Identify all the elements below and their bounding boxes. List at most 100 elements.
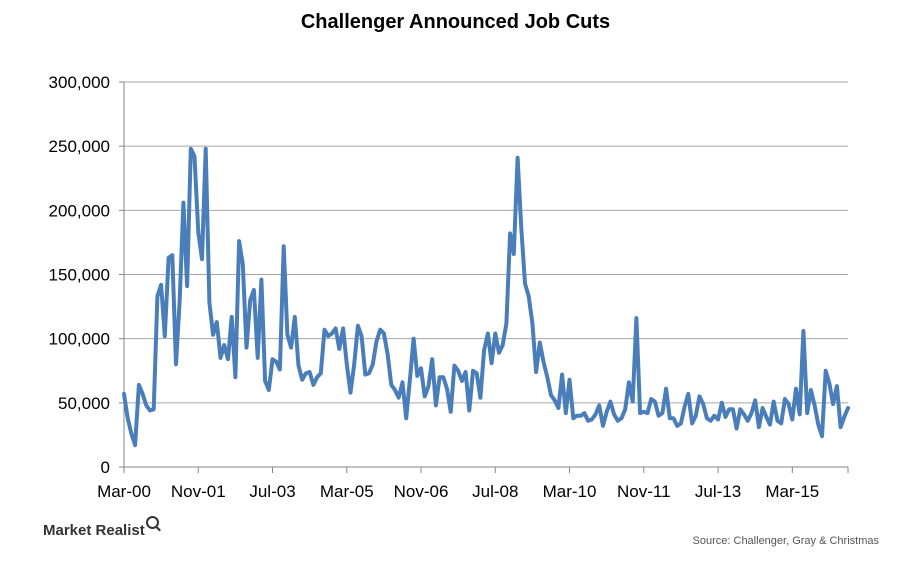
data-point <box>230 315 234 319</box>
data-point <box>222 343 226 347</box>
data-point <box>248 298 252 302</box>
data-point <box>683 405 687 409</box>
data-point <box>675 424 679 428</box>
data-point <box>460 379 464 383</box>
data-point <box>267 388 271 392</box>
data-point <box>809 388 813 392</box>
data-point <box>694 414 698 418</box>
data-point <box>668 416 672 420</box>
data-point <box>408 378 412 382</box>
data-point <box>449 410 453 414</box>
data-point <box>185 284 189 288</box>
data-point <box>757 425 761 429</box>
x-tick-label: Jul-13 <box>695 482 741 501</box>
data-point <box>813 403 817 407</box>
data-point <box>419 366 423 370</box>
data-point <box>326 334 330 338</box>
data-point <box>627 380 631 384</box>
data-point <box>790 418 794 421</box>
data-point <box>772 400 776 404</box>
series-line <box>122 146 850 448</box>
data-point <box>783 397 787 401</box>
data-point <box>753 398 757 402</box>
data-point <box>196 230 200 234</box>
data-point <box>846 406 850 410</box>
x-tick-label: Mar-15 <box>765 482 819 501</box>
data-point <box>412 337 416 341</box>
data-point <box>126 416 130 420</box>
data-point <box>776 419 779 423</box>
data-point <box>456 369 460 373</box>
data-point <box>504 321 508 325</box>
data-point <box>594 412 597 416</box>
data-point <box>686 392 690 396</box>
data-point <box>137 383 141 387</box>
data-point <box>538 341 542 344</box>
data-point <box>590 418 594 421</box>
data-point <box>308 370 312 374</box>
data-point <box>787 402 791 406</box>
data-point <box>337 347 341 351</box>
data-point <box>534 370 538 374</box>
data-point <box>382 332 386 335</box>
data-point <box>367 371 371 375</box>
data-point <box>311 383 315 387</box>
data-point <box>371 362 375 366</box>
data-point <box>827 382 831 386</box>
data-point <box>181 201 185 205</box>
data-point <box>501 343 505 347</box>
chart-title: Challenger Announced Job Cuts <box>300 11 611 33</box>
data-point <box>204 147 208 151</box>
data-point <box>556 406 560 410</box>
data-point <box>319 371 323 375</box>
data-point <box>646 411 649 415</box>
data-point <box>170 253 174 257</box>
data-point <box>193 154 196 158</box>
data-point <box>482 348 486 352</box>
data-point <box>497 351 501 355</box>
data-point <box>434 403 438 407</box>
data-point <box>237 239 241 243</box>
data-point <box>512 252 516 256</box>
data-point <box>397 396 401 400</box>
data-point <box>274 360 278 364</box>
data-point <box>530 321 534 325</box>
source-note: Source: Challenger, Gray & Christmas <box>692 535 879 547</box>
x-tick-label: Nov-01 <box>171 482 226 501</box>
data-point <box>415 374 419 378</box>
data-point <box>341 326 345 330</box>
data-point <box>575 414 579 418</box>
data-point <box>148 409 152 412</box>
data-point <box>831 402 835 406</box>
data-point <box>623 407 627 411</box>
data-point <box>564 411 568 415</box>
data-point <box>352 362 356 366</box>
data-point <box>597 403 601 407</box>
data-point <box>820 434 824 438</box>
data-point <box>207 301 211 305</box>
data-point <box>824 369 828 373</box>
y-tick-label: 50,000 <box>58 394 110 413</box>
data-point <box>842 415 846 419</box>
data-point <box>653 400 657 404</box>
data-point <box>144 403 148 407</box>
data-point <box>549 393 553 397</box>
x-tick-label: Mar-10 <box>543 482 597 501</box>
data-point <box>664 387 668 391</box>
data-point <box>215 320 219 324</box>
data-point <box>315 375 319 379</box>
x-axis-ticks: Mar-00 Nov-01 Jul-03 Mar-05 Nov-06 Jul-08 Mar-… <box>97 467 849 501</box>
data-point <box>438 375 442 379</box>
data-point <box>256 356 260 360</box>
y-tick-label: 150,000 <box>49 266 110 285</box>
data-point <box>523 282 527 285</box>
data-point <box>638 411 642 415</box>
data-point <box>159 283 163 287</box>
data-point <box>649 397 653 401</box>
data-point <box>660 411 664 415</box>
data-point <box>542 360 545 364</box>
data-point <box>464 370 468 374</box>
data-point <box>478 396 482 400</box>
data-point <box>768 423 772 427</box>
data-point <box>282 244 286 248</box>
